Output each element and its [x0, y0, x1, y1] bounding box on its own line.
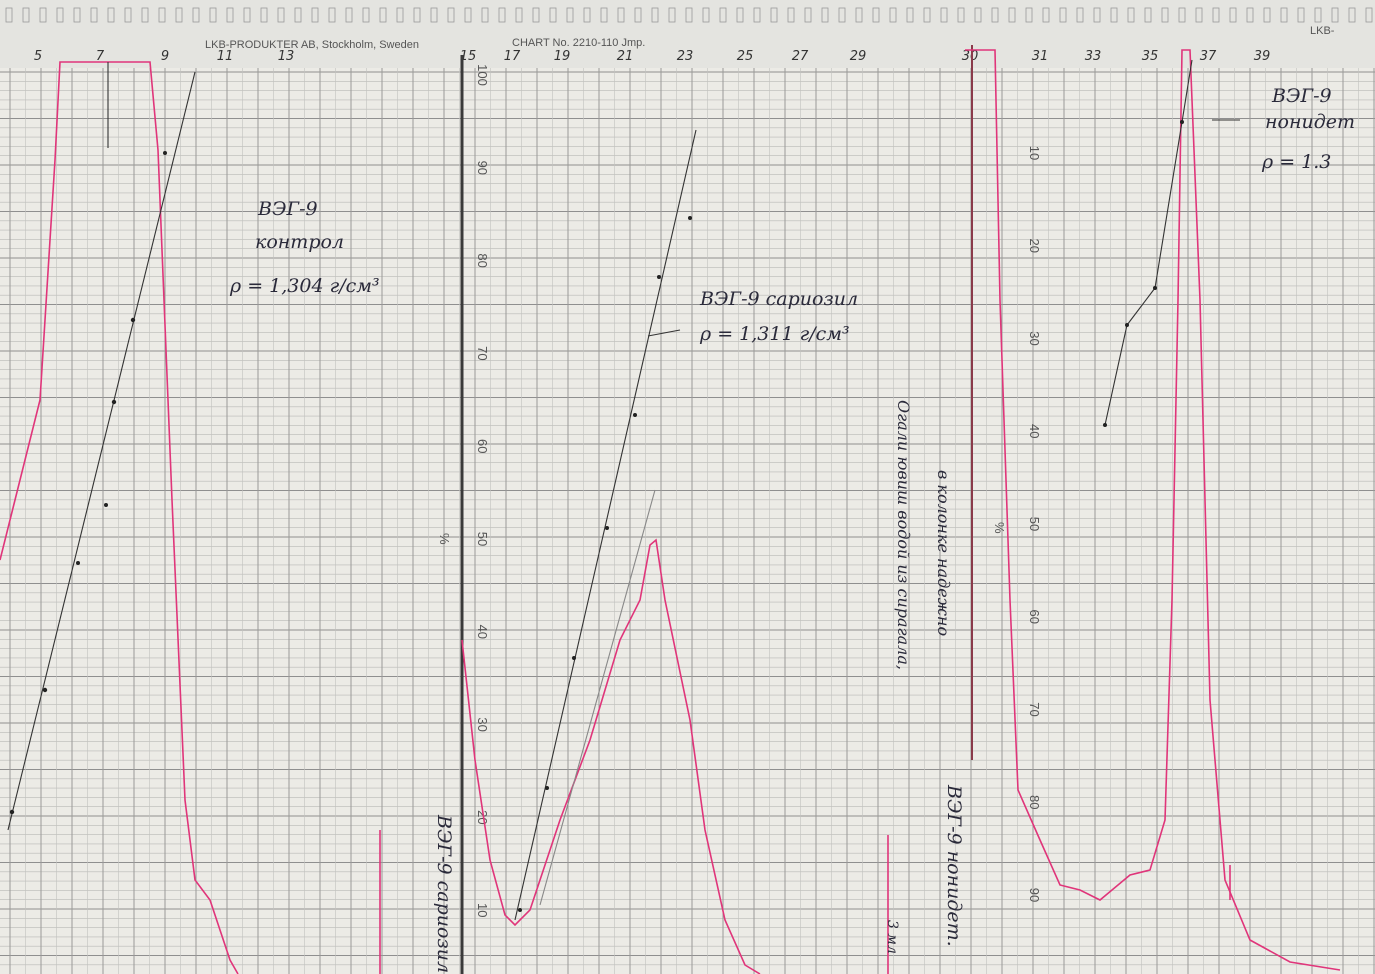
chart-paper: LKB-PRODUKTER AB, Stockholm, Sweden CHAR…	[0, 0, 1375, 974]
note: ВЭГ-9	[1271, 85, 1332, 107]
fraction-number: 33	[1085, 49, 1102, 64]
fraction-number: 21	[617, 49, 634, 64]
scale-label: 50	[475, 532, 490, 546]
fraction-number: 17	[504, 49, 521, 64]
scale-label: 80	[1027, 795, 1042, 809]
scale-label: 60	[1027, 610, 1042, 624]
ink-dot	[1103, 423, 1107, 427]
fraction-number: 25	[737, 49, 754, 64]
fraction-number: 23	[677, 49, 694, 64]
fraction-number: 31	[1032, 49, 1049, 64]
note: ВЭГ-9 нонидет.	[943, 784, 965, 947]
fraction-number: 27	[792, 49, 809, 64]
note: нонидет	[1265, 111, 1355, 133]
scale-label: 10	[1027, 146, 1042, 160]
scale-label: 30	[475, 717, 490, 731]
fraction-number: 13	[278, 49, 295, 64]
ink-dot	[1125, 323, 1129, 327]
ink-dot	[163, 151, 167, 155]
note: Огали ювиш водой из сирагала,	[894, 400, 913, 670]
ink-dot	[633, 413, 637, 417]
fraction-number: 30	[962, 49, 979, 64]
ink-dot	[605, 526, 609, 530]
scale-label: 40	[1027, 424, 1042, 438]
ink-dot	[545, 786, 549, 790]
fraction-number: 9	[161, 49, 169, 64]
chart-number: CHART No. 2210-110 Jmp.	[512, 37, 645, 49]
percent-mark: %	[992, 522, 1007, 534]
scale-label: 100	[475, 64, 490, 86]
ink-dot	[43, 688, 47, 692]
scale-label: 50	[1027, 517, 1042, 531]
ink-dot	[657, 275, 661, 279]
note: ρ = 1,311 г/см³	[699, 323, 850, 345]
ink-dot	[572, 656, 576, 660]
ink-dot	[131, 318, 135, 322]
fraction-number: 5	[34, 49, 42, 64]
ink-dot	[10, 810, 14, 814]
ink-dot	[112, 400, 116, 404]
scale-label: 90	[475, 161, 490, 175]
manufacturer: LKB-PRODUKTER AB, Stockholm, Sweden	[205, 39, 419, 51]
note: ВЭГ-9	[257, 198, 318, 220]
ink-dot	[1153, 286, 1157, 290]
percent-mark: %	[437, 533, 452, 545]
ink-dot	[104, 503, 108, 507]
fraction-number: 19	[554, 49, 571, 64]
fraction-number: 35	[1142, 49, 1159, 64]
scale-label: 80	[475, 253, 490, 267]
fraction-number: 29	[850, 49, 867, 64]
ink-dot	[76, 561, 80, 565]
brand: LKB-	[1310, 25, 1335, 37]
note: контрол	[255, 231, 344, 253]
ink-dot	[1180, 120, 1184, 124]
note: 3 мл	[884, 920, 900, 954]
scale-label: 60	[475, 439, 490, 453]
note: ВЭГ-9 сариозил	[433, 814, 455, 973]
note: ρ = 1,304 г/см³	[229, 275, 380, 297]
fraction-number: 37	[1200, 49, 1217, 64]
ink-dot	[688, 216, 692, 220]
scale-label: 70	[1027, 702, 1042, 716]
scale-label: 30	[1027, 331, 1042, 345]
scale-label: 40	[475, 625, 490, 639]
ink-dot	[518, 908, 522, 912]
fraction-number: 11	[217, 49, 234, 64]
scale-label: 70	[475, 346, 490, 360]
scale-label: 20	[1027, 239, 1042, 253]
note: ВЭГ-9 сариозил	[699, 288, 858, 310]
note: в колонке надежно	[934, 470, 953, 636]
fraction-number: 39	[1254, 49, 1271, 64]
scale-label: 10	[475, 903, 490, 917]
note: ρ = 1.3	[1261, 151, 1331, 173]
scale-label: 90	[1027, 888, 1042, 902]
